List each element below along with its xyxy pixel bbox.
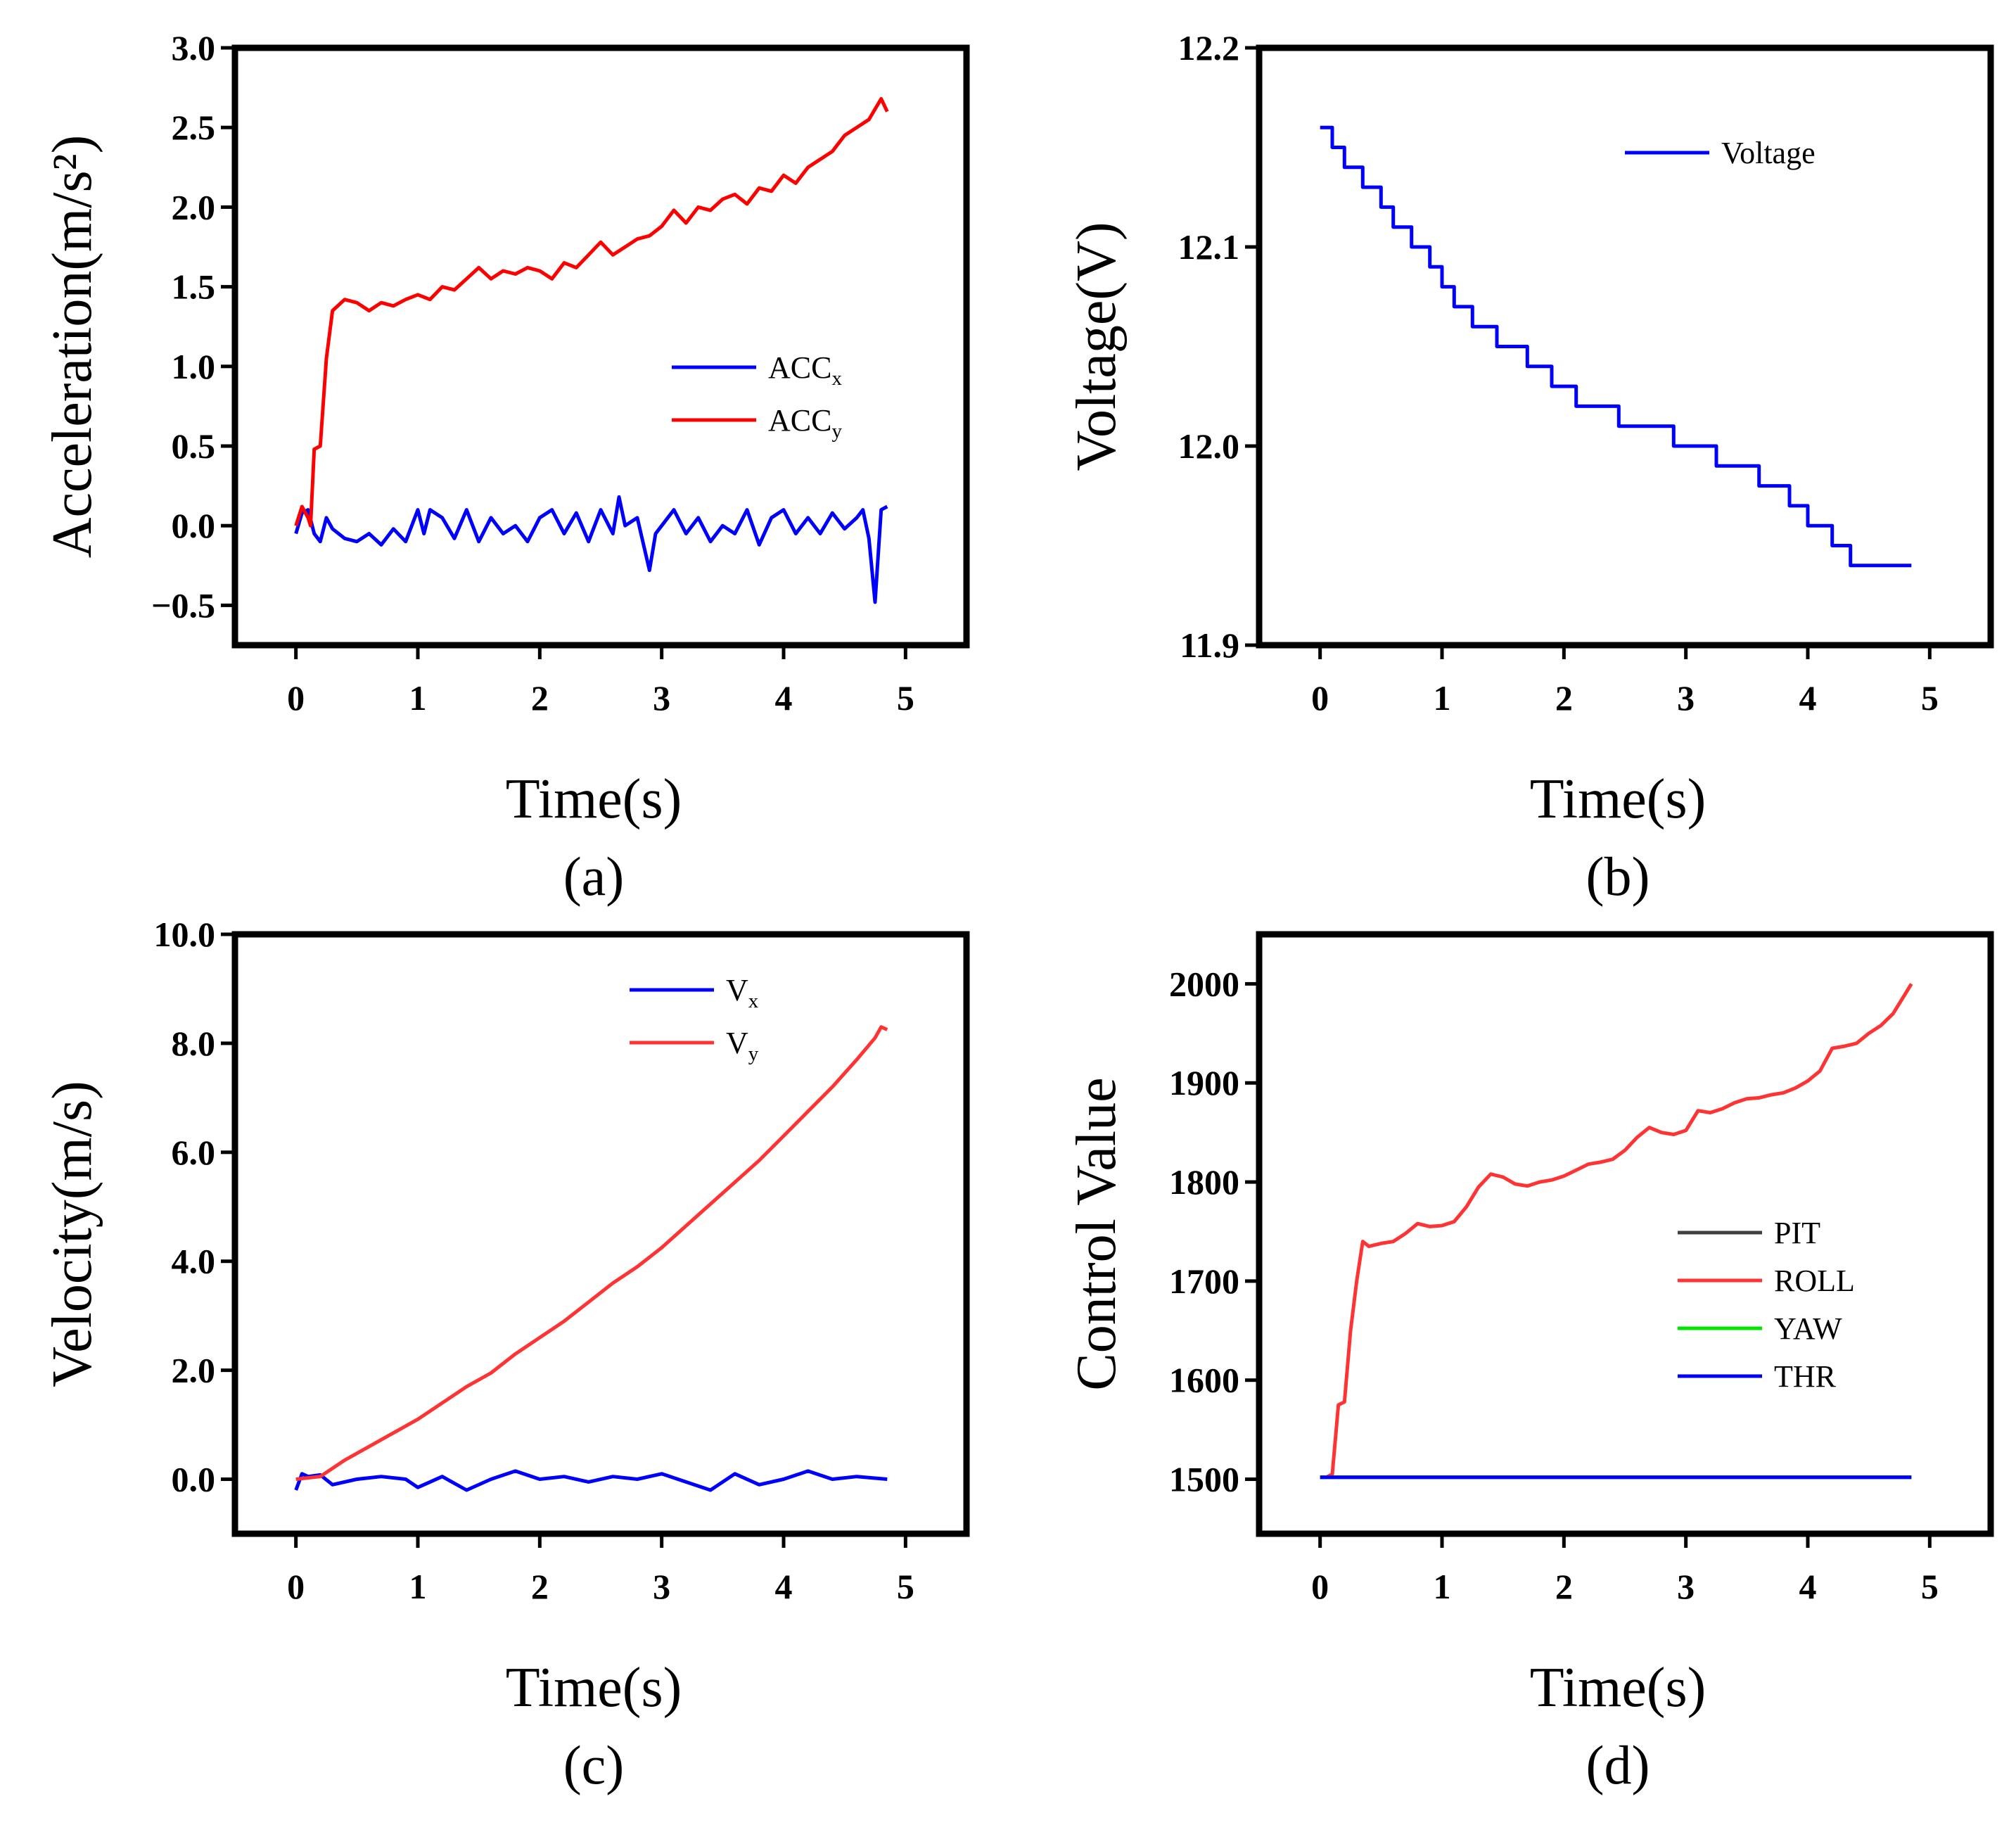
y-tick-label-a-6: 2.5 [172, 108, 216, 147]
y-tick-label-c-5: 10.0 [154, 915, 216, 954]
plot-frame-a [231, 44, 970, 649]
plot-frame-c [231, 931, 970, 1537]
legend-label-d-0: PIT [1774, 1216, 1820, 1250]
x-tick-label-a-1: 1 [409, 678, 427, 718]
y-tick-label-a-5: 2.0 [172, 187, 216, 227]
y-tick-label-d-4: 1900 [1169, 1063, 1239, 1102]
legend-name: ACC [768, 403, 831, 438]
y-tick-label-c-4: 8.0 [172, 1024, 216, 1063]
x-tick-label-a-3: 3 [653, 678, 670, 718]
x-tick-label-b-0: 0 [1311, 678, 1329, 718]
x-tick-label-a-5: 5 [897, 678, 914, 718]
x-axis-label-b: Time(s) [1530, 768, 1706, 830]
series-line-c-v-y [295, 1025, 888, 1481]
caption-d: (d) [1586, 1734, 1650, 1795]
y-tick-label-a-7: 3.0 [172, 28, 216, 68]
series-line-c-v-x [294, 1469, 888, 1492]
legend-subscript: x [831, 367, 842, 390]
x-tick-label-c-0: 0 [287, 1567, 305, 1606]
x-tick-label-d-1: 1 [1434, 1567, 1451, 1606]
legend-name: THR [1774, 1359, 1837, 1394]
x-tick-label-a-0: 0 [287, 678, 305, 718]
x-tick-label-c-5: 5 [897, 1567, 914, 1606]
y-tick-label-d-5: 2000 [1169, 964, 1239, 1003]
y-tick-label-d-0: 1500 [1169, 1460, 1239, 1499]
y-axis-label-c: Velocity(m/s) [42, 1081, 103, 1387]
legend-name: PIT [1774, 1216, 1820, 1250]
y-tick-label-c-1: 2.0 [172, 1351, 216, 1390]
legend-label-c-1: Vy [726, 1026, 759, 1065]
y-tick-label-b-0: 11.9 [1180, 625, 1239, 665]
legend-label-a-0: ACCx [768, 350, 842, 390]
y-axis-label-a: Acceleration(m/s²) [42, 135, 103, 558]
y-tick-label-b-3: 12.2 [1178, 28, 1240, 68]
y-axis-label-b: Voltage(V) [1066, 222, 1128, 471]
x-tick-label-b-3: 3 [1677, 678, 1695, 718]
legend-name: ROLL [1774, 1264, 1855, 1298]
series-line-a-acc-x [294, 495, 888, 604]
y-tick-label-d-2: 1700 [1169, 1261, 1239, 1301]
x-tick-label-d-2: 2 [1555, 1567, 1573, 1606]
y-tick-label-a-1: 0.0 [172, 506, 216, 545]
plot-frame-b [1256, 44, 1994, 649]
y-tick-label-b-1: 12.0 [1178, 426, 1240, 466]
x-tick-label-c-2: 2 [531, 1567, 549, 1606]
caption-b: (b) [1586, 846, 1650, 907]
x-tick-label-b-1: 1 [1434, 678, 1451, 718]
legend-label-a-1: ACCy [768, 403, 842, 443]
x-tick-label-d-3: 3 [1677, 1567, 1695, 1606]
legend-label-d-3: THR [1774, 1359, 1837, 1394]
x-tick-label-b-5: 5 [1921, 678, 1939, 718]
x-tick-label-b-4: 4 [1799, 678, 1817, 718]
y-tick-label-a-4: 1.5 [172, 267, 216, 307]
legend-label-b-0: Voltage [1721, 136, 1816, 170]
x-axis-label-d: Time(s) [1530, 1657, 1706, 1719]
y-tick-label-c-3: 6.0 [172, 1133, 216, 1172]
y-axis-label-d: Control Value [1066, 1077, 1128, 1390]
x-tick-label-b-2: 2 [1555, 678, 1573, 718]
x-axis-label-c: Time(s) [506, 1657, 682, 1719]
y-tick-label-a-3: 1.0 [172, 347, 216, 386]
x-tick-label-c-4: 4 [775, 1567, 793, 1606]
legend-name: V [726, 1026, 748, 1060]
legend-label-d-1: ROLL [1774, 1264, 1855, 1298]
plot-frame-d [1256, 931, 1994, 1537]
y-tick-label-a-0: −0.5 [151, 585, 215, 625]
legend-label-d-2: YAW [1774, 1311, 1842, 1346]
legend-subscript: y [831, 420, 842, 443]
y-tick-label-b-2: 12.1 [1178, 227, 1240, 267]
series-line-d-roll [1320, 983, 1913, 1480]
y-tick-label-a-2: 0.5 [172, 426, 216, 466]
x-tick-label-a-2: 2 [531, 678, 549, 718]
x-tick-label-c-1: 1 [409, 1567, 427, 1606]
series-line-b-voltage [1320, 125, 1912, 568]
x-tick-label-c-3: 3 [653, 1567, 670, 1606]
x-tick-label-d-0: 0 [1311, 1567, 1329, 1606]
x-tick-label-d-5: 5 [1921, 1567, 1939, 1606]
legend-subscript: y [748, 1043, 759, 1065]
y-tick-label-d-1: 1600 [1169, 1361, 1239, 1400]
y-tick-label-c-0: 0.0 [172, 1460, 216, 1499]
legend-subscript: x [748, 990, 759, 1012]
legend-name: V [726, 973, 748, 1007]
y-tick-label-d-3: 1800 [1169, 1162, 1239, 1202]
caption-c: (c) [563, 1734, 625, 1795]
legend-name: YAW [1774, 1311, 1842, 1346]
x-tick-label-d-4: 4 [1799, 1567, 1817, 1606]
x-tick-label-a-4: 4 [775, 678, 793, 718]
caption-a: (a) [563, 846, 625, 907]
x-axis-label-a: Time(s) [506, 768, 682, 830]
series-line-a-acc-y [294, 96, 889, 528]
legend-name: Voltage [1721, 136, 1816, 170]
legend-name: ACC [768, 350, 831, 385]
legend-label-c-0: Vx [726, 973, 759, 1012]
y-tick-label-c-2: 4.0 [172, 1242, 216, 1281]
